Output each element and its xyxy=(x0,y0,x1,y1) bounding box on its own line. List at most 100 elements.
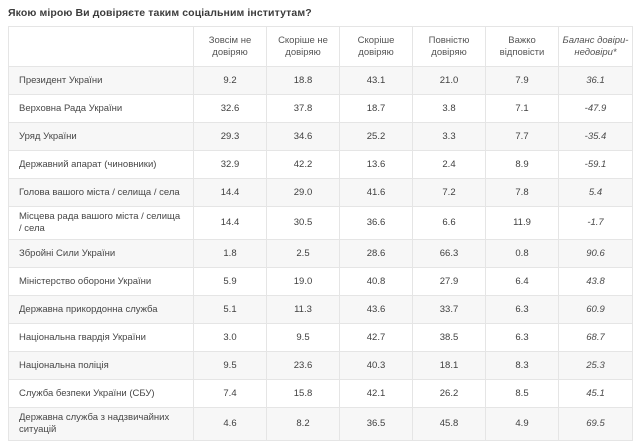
value-cell: 2.5 xyxy=(266,239,340,268)
institution-name: Державна служба з надзвичайних ситуацій xyxy=(8,407,194,441)
value-cell: 36.5 xyxy=(339,407,413,441)
value-cell: 3.3 xyxy=(412,122,486,151)
value-cell: 5.9 xyxy=(193,267,267,296)
value-cell: 14.4 xyxy=(193,206,267,240)
value-cell: 38.5 xyxy=(412,323,486,352)
value-cell: 41.6 xyxy=(339,178,413,207)
value-cell: 8.3 xyxy=(485,351,559,380)
table-row: Державний апарат (чиновники) 32.9 42.2 13.6… xyxy=(8,150,633,179)
trust-table: Зовсім не довіряю Скоріше не довіряю Скорі… xyxy=(8,26,633,441)
value-cell: 42.7 xyxy=(339,323,413,352)
value-cell: 2.4 xyxy=(412,150,486,179)
value-cell: 34.6 xyxy=(266,122,340,151)
value-cell: 7.1 xyxy=(485,94,559,123)
balance-cell: -35.4 xyxy=(558,122,633,151)
table-row: Президент України 9.2 18.8 43.1 21.0 7.9 36.1 xyxy=(8,66,633,95)
table-row: Голова вашого міста / селища / села 14.4 2… xyxy=(8,178,633,207)
value-cell: 7.4 xyxy=(193,379,267,408)
table-row: Служба безпеки України (СБУ) 7.4 15.8 42.1 2… xyxy=(8,379,633,408)
value-cell: 43.6 xyxy=(339,295,413,324)
institution-name: Збройні Сили України xyxy=(8,239,194,268)
value-cell: 40.8 xyxy=(339,267,413,296)
table-row: Збройні Сили України 1.8 2.5 28.6 66.3 0.8 90.… xyxy=(8,239,633,268)
value-cell: 30.5 xyxy=(266,206,340,240)
value-cell: 15.8 xyxy=(266,379,340,408)
value-cell: 66.3 xyxy=(412,239,486,268)
value-cell: 5.1 xyxy=(193,295,267,324)
balance-cell: -47.9 xyxy=(558,94,633,123)
value-cell: 9.5 xyxy=(266,323,340,352)
balance-cell: 5.4 xyxy=(558,178,633,207)
institution-name: Національна поліція xyxy=(8,351,194,380)
value-cell: 42.2 xyxy=(266,150,340,179)
value-cell: 6.3 xyxy=(485,295,559,324)
value-cell: 3.8 xyxy=(412,94,486,123)
header-row: Зовсім не довіряю Скоріше не довіряю Скорі… xyxy=(8,26,633,67)
balance-cell: 43.8 xyxy=(558,267,633,296)
institution-name: Верховна Рада України xyxy=(8,94,194,123)
table-row: Національна поліція 9.5 23.6 40.3 18.1 8.3 25.… xyxy=(8,351,633,380)
institution-name: Державний апарат (чиновники) xyxy=(8,150,194,179)
column-header: Скоріше довіряю xyxy=(339,26,413,67)
value-cell: 11.3 xyxy=(266,295,340,324)
value-cell: 13.6 xyxy=(339,150,413,179)
value-cell: 0.8 xyxy=(485,239,559,268)
table-row: Уряд України 29.3 34.6 25.2 3.3 7.7 -35.4 xyxy=(8,122,633,151)
value-cell: 45.8 xyxy=(412,407,486,441)
corner-header-cell xyxy=(8,26,194,67)
value-cell: 7.7 xyxy=(485,122,559,151)
value-cell: 6.3 xyxy=(485,323,559,352)
column-header: Важко відповісти xyxy=(485,26,559,67)
institution-name: Уряд України xyxy=(8,122,194,151)
value-cell: 18.8 xyxy=(266,66,340,95)
value-cell: 6.4 xyxy=(485,267,559,296)
institution-name: Національна гвардія України xyxy=(8,323,194,352)
value-cell: 42.1 xyxy=(339,379,413,408)
table-row: Верховна Рада України 32.6 37.8 18.7 3.8 7.1-… xyxy=(8,94,633,123)
value-cell: 3.0 xyxy=(193,323,267,352)
balance-cell: 45.1 xyxy=(558,379,633,408)
value-cell: 7.2 xyxy=(412,178,486,207)
institution-name: Державна прикордонна служба xyxy=(8,295,194,324)
table-row: Національна гвардія України 3.0 9.5 42.7 38.… xyxy=(8,323,633,352)
value-cell: 21.0 xyxy=(412,66,486,95)
table-body: Президент України 9.2 18.8 43.1 21.0 7.9 36.1 В… xyxy=(8,66,633,441)
value-cell: 33.7 xyxy=(412,295,486,324)
page-title: Якою мірою Ви довіряєте таким соціальним… xyxy=(8,7,312,19)
institution-name: Міністерство оборони України xyxy=(8,267,194,296)
table-row: Міністерство оборони України 5.9 19.0 40.8 2… xyxy=(8,267,633,296)
value-cell: 9.5 xyxy=(193,351,267,380)
value-cell: 1.8 xyxy=(193,239,267,268)
value-cell: 32.9 xyxy=(193,150,267,179)
balance-cell: 60.9 xyxy=(558,295,633,324)
column-header: Скоріше не довіряю xyxy=(266,26,340,67)
value-cell: 43.1 xyxy=(339,66,413,95)
value-cell: 32.6 xyxy=(193,94,267,123)
balance-cell: 69.5 xyxy=(558,407,633,441)
balance-cell: -59.1 xyxy=(558,150,633,179)
value-cell: 29.3 xyxy=(193,122,267,151)
table-row: Державна служба з надзвичайних ситуацій 4… xyxy=(8,407,633,441)
balance-cell: 90.6 xyxy=(558,239,633,268)
value-cell: 26.2 xyxy=(412,379,486,408)
institution-name: Служба безпеки України (СБУ) xyxy=(8,379,194,408)
value-cell: 37.8 xyxy=(266,94,340,123)
value-cell: 36.6 xyxy=(339,206,413,240)
value-cell: 6.6 xyxy=(412,206,486,240)
value-cell: 4.6 xyxy=(193,407,267,441)
balance-cell: 68.7 xyxy=(558,323,633,352)
balance-cell: 25.3 xyxy=(558,351,633,380)
balance-cell: -1.7 xyxy=(558,206,633,240)
value-cell: 19.0 xyxy=(266,267,340,296)
column-header: Повністю довіряю xyxy=(412,26,486,67)
value-cell: 11.9 xyxy=(485,206,559,240)
value-cell: 8.9 xyxy=(485,150,559,179)
value-cell: 25.2 xyxy=(339,122,413,151)
table-row: Державна прикордонна служба 5.1 11.3 43.6 33… xyxy=(8,295,633,324)
value-cell: 23.6 xyxy=(266,351,340,380)
value-cell: 8.2 xyxy=(266,407,340,441)
institution-name: Місцева рада вашого міста / селища / сел… xyxy=(8,206,194,240)
table-row: Місцева рада вашого міста / селища / сел… xyxy=(8,206,633,240)
value-cell: 28.6 xyxy=(339,239,413,268)
